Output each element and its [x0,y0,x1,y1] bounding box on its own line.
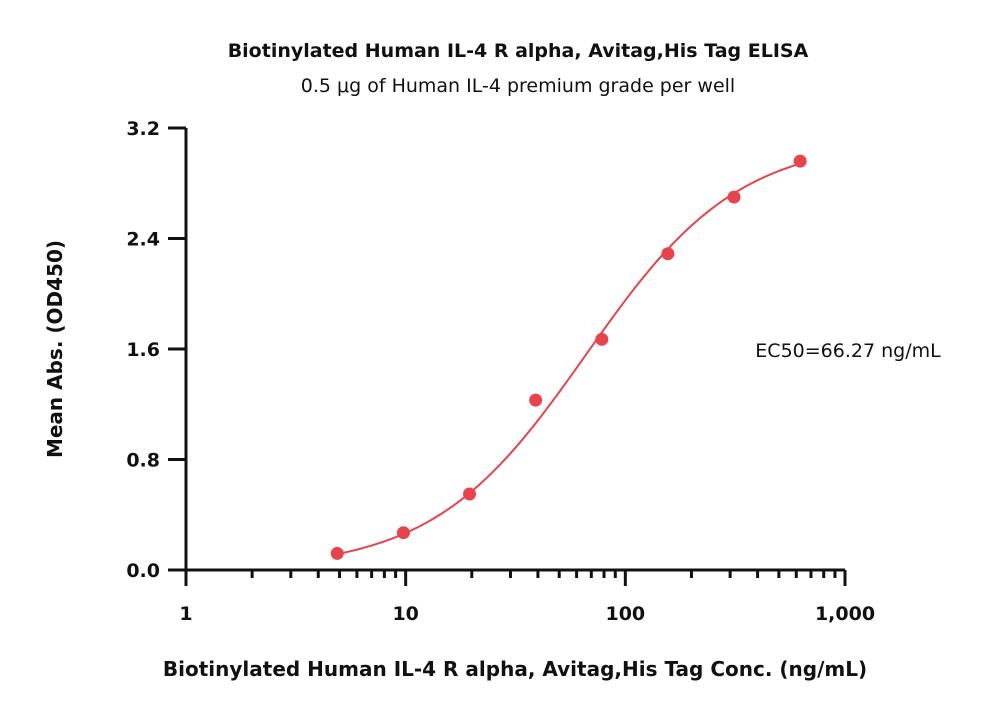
y-tick-label: 3.2 [126,118,160,140]
data-point [330,546,344,560]
x-axis-label: Biotinylated Human IL-4 R alpha, Avitag,… [163,657,867,681]
data-point [727,190,741,204]
y-axis-ticks: 0.0 0.8 1.6 2.4 3.2 [126,118,186,582]
y-tick-label: 0.8 [126,450,160,472]
data-point [529,393,543,407]
x-tick-label: 1 [179,603,192,625]
data-points [330,154,807,560]
y-tick-label: 2.4 [126,229,160,251]
y-tick-label: 0.0 [126,560,160,582]
x-tick-label: 100 [605,603,645,625]
y-axis-label: Mean Abs. (OD450) [43,240,67,458]
data-point [793,154,807,168]
chart-subtitle: 0.5 μg of Human IL-4 premium grade per w… [301,75,735,97]
ec50-annotation: EC50=66.27 ng/mL [755,340,941,362]
chart-title: Biotinylated Human IL-4 R alpha, Avitag,… [228,40,809,62]
data-point [396,526,410,540]
y-tick-label: 1.6 [126,339,160,361]
data-point [463,487,477,501]
data-point [595,332,609,346]
x-tick-label: 1,000 [815,603,875,625]
x-tick-label: 10 [392,603,418,625]
x-axis-ticks: 1 10 100 1,000 [179,570,875,625]
data-point [661,247,675,261]
fit-curve [337,162,801,556]
